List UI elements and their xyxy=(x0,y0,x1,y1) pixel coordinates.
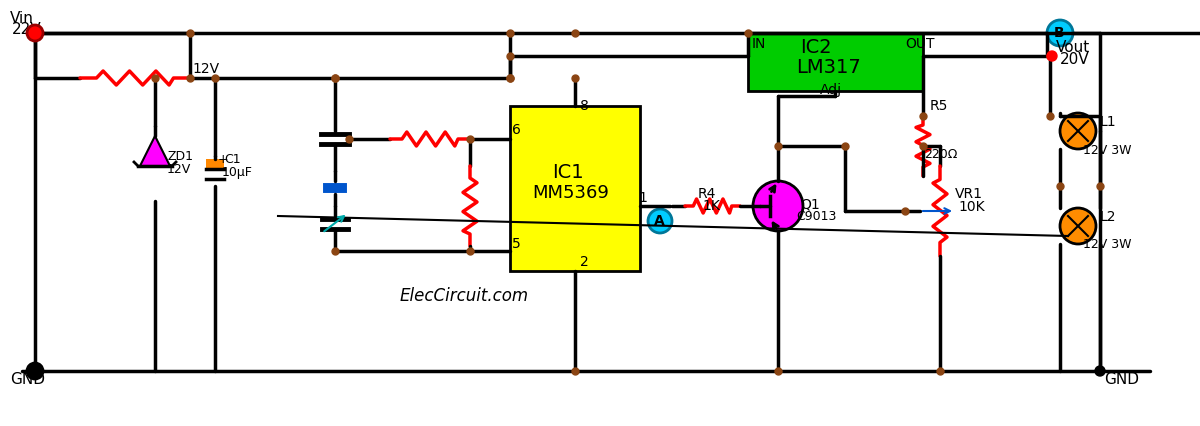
Text: 1K: 1K xyxy=(702,199,720,213)
Text: ElecCircuit.com: ElecCircuit.com xyxy=(400,287,529,305)
Text: 10μF: 10μF xyxy=(222,166,253,179)
Text: 22V: 22V xyxy=(12,22,42,37)
Circle shape xyxy=(1046,51,1057,61)
Text: Adj: Adj xyxy=(820,83,842,97)
Text: LM317: LM317 xyxy=(796,58,860,77)
Circle shape xyxy=(1060,113,1096,149)
Text: Q1: Q1 xyxy=(800,197,820,211)
Text: Vout: Vout xyxy=(1056,40,1091,55)
Text: C1: C1 xyxy=(224,153,241,166)
Text: 12V 3W: 12V 3W xyxy=(1084,238,1132,251)
Text: 12V 3W: 12V 3W xyxy=(1084,144,1132,157)
Text: OUT: OUT xyxy=(905,37,935,51)
Text: ZD1: ZD1 xyxy=(167,150,193,163)
Text: GND: GND xyxy=(10,372,46,387)
Text: L1: L1 xyxy=(1100,115,1117,129)
Circle shape xyxy=(1060,208,1096,244)
Text: –: – xyxy=(31,363,38,378)
Text: R4: R4 xyxy=(698,187,716,201)
Text: L2: L2 xyxy=(1100,210,1116,224)
Circle shape xyxy=(28,363,43,379)
Bar xyxy=(748,33,923,91)
Bar xyxy=(206,159,224,169)
Bar xyxy=(322,182,348,194)
Text: 20V: 20V xyxy=(1060,52,1090,67)
Text: VR1: VR1 xyxy=(955,187,983,201)
Text: 2: 2 xyxy=(580,255,589,269)
Circle shape xyxy=(754,181,803,231)
Text: 1: 1 xyxy=(638,191,647,205)
Text: 5: 5 xyxy=(512,237,521,251)
Text: IC2: IC2 xyxy=(800,38,832,57)
Circle shape xyxy=(1096,366,1105,376)
Text: C9013: C9013 xyxy=(796,210,836,223)
Text: 6: 6 xyxy=(512,123,521,137)
Text: +: + xyxy=(29,23,43,41)
Text: A: A xyxy=(654,214,665,228)
Text: R5: R5 xyxy=(930,99,948,113)
Circle shape xyxy=(1046,20,1073,46)
Circle shape xyxy=(28,25,43,41)
Bar xyxy=(510,106,640,271)
Text: MM5369: MM5369 xyxy=(532,184,608,202)
Text: 10K: 10K xyxy=(958,200,985,214)
Text: +: + xyxy=(218,153,229,166)
Text: IN: IN xyxy=(752,37,767,51)
Polygon shape xyxy=(140,136,170,166)
Text: B: B xyxy=(1054,26,1064,40)
Text: 220Ω: 220Ω xyxy=(924,148,958,161)
Text: 8: 8 xyxy=(580,99,589,113)
Circle shape xyxy=(648,209,672,233)
Text: 12V: 12V xyxy=(167,163,191,176)
Text: Vin: Vin xyxy=(10,11,34,26)
Text: 12V: 12V xyxy=(192,62,220,76)
Text: IC1: IC1 xyxy=(552,163,583,182)
Text: GND: GND xyxy=(1104,372,1139,387)
